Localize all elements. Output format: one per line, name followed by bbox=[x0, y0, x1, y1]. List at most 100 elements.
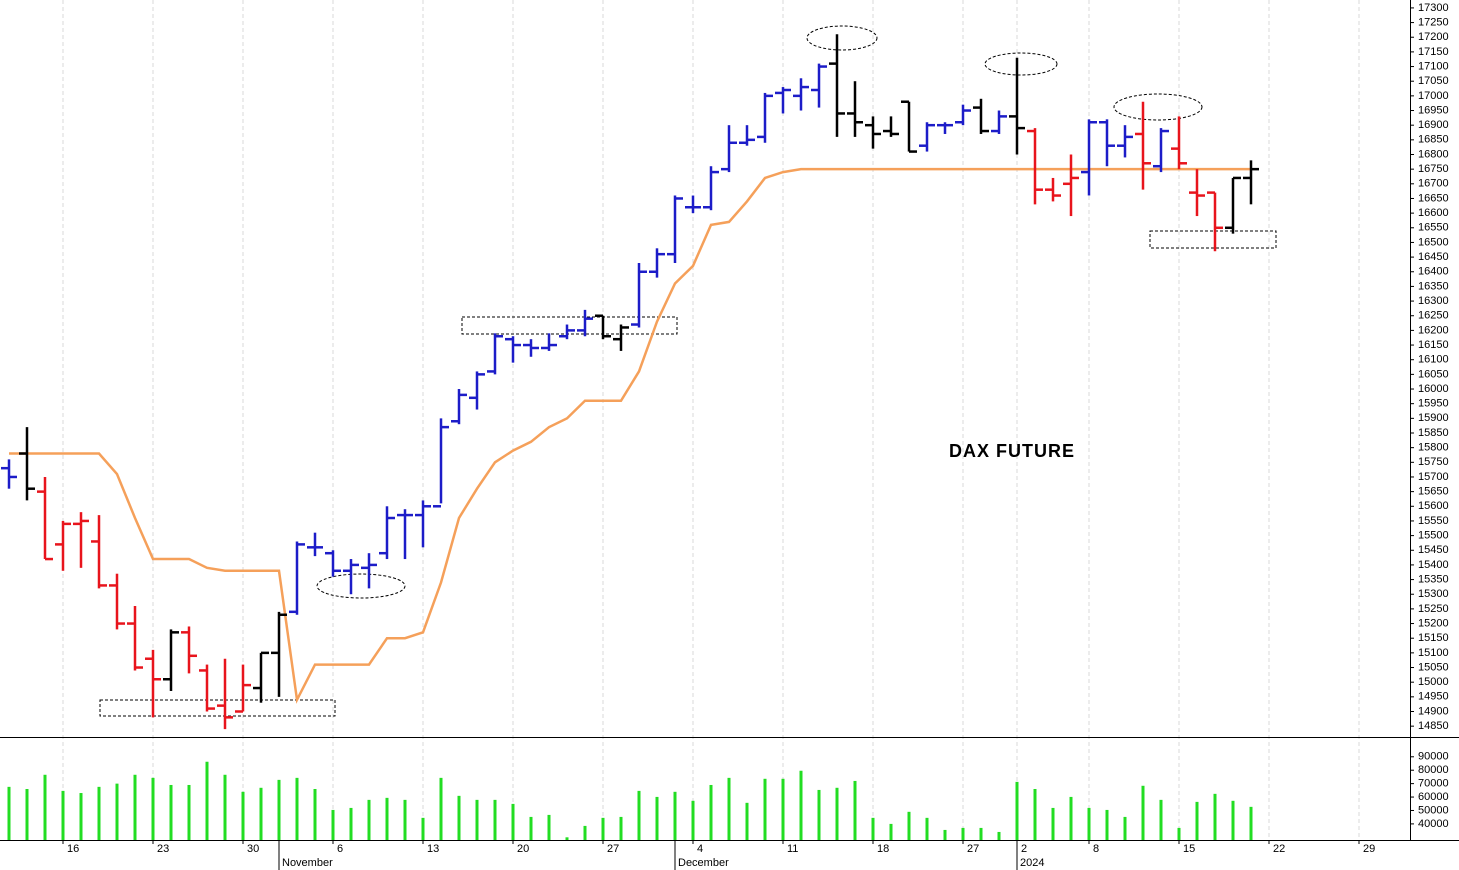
y-tick-label: 90000 bbox=[1418, 751, 1449, 763]
volume-bar bbox=[457, 795, 461, 840]
y-tick-label: 15700 bbox=[1418, 471, 1449, 483]
volume-bar bbox=[997, 831, 1001, 840]
y-tick-label: 15500 bbox=[1418, 530, 1449, 542]
ohlc-bar bbox=[1117, 125, 1133, 158]
ohlc-bar bbox=[271, 611, 287, 697]
volume-bar bbox=[241, 791, 245, 840]
ohlc-bar bbox=[865, 116, 881, 149]
volume-bar bbox=[547, 814, 551, 840]
volume-bar bbox=[1249, 806, 1253, 840]
y-tick-label: 15300 bbox=[1418, 588, 1449, 600]
y-tick-label: 14900 bbox=[1418, 705, 1449, 717]
volume-bar bbox=[1087, 807, 1091, 840]
volume-bar bbox=[1069, 796, 1073, 840]
x-tick-label: 11 bbox=[787, 843, 798, 855]
ohlc-bar bbox=[703, 166, 719, 211]
ohlc-bar bbox=[721, 125, 737, 173]
chart-title: DAX FUTURE bbox=[949, 441, 1075, 461]
volume-bar bbox=[1195, 801, 1199, 840]
volume-bar bbox=[637, 790, 641, 840]
volume-bar bbox=[313, 789, 317, 840]
volume-bar bbox=[1159, 799, 1163, 840]
volume-bar bbox=[619, 816, 623, 840]
ohlc-bar bbox=[775, 87, 791, 114]
ohlc-bar bbox=[307, 532, 323, 557]
ohlc-bar bbox=[1135, 101, 1151, 190]
volume-bar bbox=[277, 779, 281, 840]
x-tick-label: 2 bbox=[1021, 843, 1027, 855]
y-tick-label: 16250 bbox=[1418, 310, 1449, 322]
ohlc-bar bbox=[397, 509, 413, 560]
volume-bar bbox=[97, 786, 101, 840]
volume-bar bbox=[583, 825, 587, 840]
y-tick-label: 15850 bbox=[1418, 427, 1449, 439]
ohlc-bar bbox=[1243, 160, 1259, 205]
ohlc-bar bbox=[37, 476, 53, 561]
ohlc-bar bbox=[937, 122, 953, 134]
volume-bar bbox=[43, 774, 47, 840]
y-tick-label: 16400 bbox=[1418, 266, 1449, 278]
y-tick-label: 15250 bbox=[1418, 603, 1449, 615]
ohlc-bar bbox=[523, 339, 539, 357]
volume-bar bbox=[1033, 789, 1037, 840]
ohlc-bar bbox=[325, 550, 341, 577]
ohlc-bar bbox=[1063, 154, 1079, 217]
volume-bar bbox=[295, 777, 299, 840]
volume-bar bbox=[925, 817, 929, 840]
volume-bar bbox=[817, 789, 821, 840]
volume-bar bbox=[961, 827, 965, 840]
volume-bar bbox=[79, 793, 83, 840]
y-tick-label: 50000 bbox=[1418, 804, 1449, 816]
ohlc-bar bbox=[631, 262, 647, 328]
volume-bar bbox=[439, 777, 443, 840]
ohlc-bar bbox=[847, 81, 863, 137]
volume-bar bbox=[673, 791, 677, 840]
x-tick-label: 30 bbox=[247, 843, 259, 855]
annotation-ellipse bbox=[316, 573, 406, 599]
y-tick-label: 17150 bbox=[1418, 46, 1449, 58]
ohlc-bar bbox=[991, 110, 1007, 134]
volume-bar bbox=[61, 790, 65, 840]
x-tick-label: 22 bbox=[1273, 843, 1285, 855]
ohlc-bar bbox=[1099, 119, 1115, 167]
ohlc-bar bbox=[541, 333, 557, 351]
month-label: November bbox=[282, 857, 333, 869]
y-tick-label: 16800 bbox=[1418, 148, 1449, 160]
y-tick-label: 15550 bbox=[1418, 515, 1449, 527]
ohlc-bar bbox=[217, 658, 233, 730]
ohlc-bar bbox=[577, 309, 593, 337]
y-tick-label: 14950 bbox=[1418, 691, 1449, 703]
volume-bar bbox=[1231, 800, 1235, 840]
volume-bar bbox=[493, 799, 497, 840]
volume-bar bbox=[1123, 816, 1127, 840]
ohlc-bar bbox=[1153, 128, 1169, 173]
volume-bar bbox=[367, 799, 371, 840]
x-tick-label: 4 bbox=[697, 843, 703, 855]
volume-bar bbox=[1177, 827, 1181, 840]
y-tick-label: 15000 bbox=[1418, 676, 1449, 688]
y-tick-label: 16350 bbox=[1418, 280, 1449, 292]
y-tick-label: 80000 bbox=[1418, 764, 1449, 776]
x-tick-label: 20 bbox=[517, 843, 529, 855]
volume-bar bbox=[421, 817, 425, 840]
annotation-ellipse bbox=[1113, 93, 1203, 121]
volume-bar bbox=[691, 800, 695, 840]
ohlc-bar bbox=[451, 389, 467, 425]
y-tick-label: 15100 bbox=[1418, 647, 1449, 659]
volume-bar bbox=[763, 778, 767, 840]
ohlc-bar bbox=[1009, 57, 1025, 155]
y-tick-label: 15750 bbox=[1418, 456, 1449, 468]
volume-bar bbox=[655, 796, 659, 840]
volume-bar bbox=[223, 774, 227, 840]
x-tick-label: 8 bbox=[1093, 843, 1099, 855]
ohlc-bar bbox=[667, 195, 683, 263]
ohlc-bar bbox=[415, 500, 431, 548]
ohlc-bar bbox=[379, 506, 395, 560]
y-tick-label: 16700 bbox=[1418, 178, 1449, 190]
ohlc-bar bbox=[919, 122, 935, 152]
y-tick-label: 17200 bbox=[1418, 31, 1449, 43]
volume-bar bbox=[727, 777, 731, 840]
y-tick-label: 16650 bbox=[1418, 192, 1449, 204]
volume-bar bbox=[385, 797, 389, 840]
